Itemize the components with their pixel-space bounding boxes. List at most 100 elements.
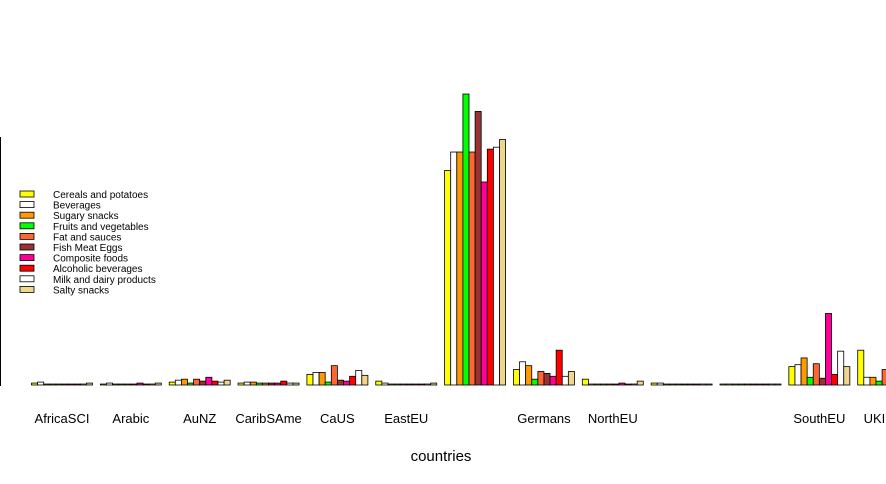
- bar-Germans-composite-foods: [549, 375, 557, 386]
- bar-CaUS-sugary-snacks: [318, 372, 326, 386]
- legend-label: Beverages: [53, 201, 101, 212]
- legend-label: Milk and dairy products: [53, 275, 156, 286]
- bar-group10-fruits-and-vegetables: [737, 383, 745, 386]
- bar-UKIRSC-fat-and-sauces: [881, 369, 886, 386]
- legend-label: Composite foods: [53, 254, 128, 265]
- bars: [31, 93, 886, 386]
- bar-UKIRSC-fruits-and-vegetables: [875, 380, 883, 386]
- x-tick-label: AfricaSCI: [35, 411, 90, 426]
- bar-group9-cereals-and-potatoes: [650, 382, 658, 386]
- x-tick-labels: AfricaSCI Arabic AuNZ CaribSAme CaUS EastEU Ge…: [35, 411, 886, 426]
- bar-AuNZ-beverages: [174, 379, 182, 386]
- legend-label: Sugary snacks: [53, 211, 119, 222]
- bar-CaribSAme-composite-foods: [274, 382, 282, 386]
- bar-SouthEU-composite-foods: [825, 313, 832, 386]
- legend-label: Salty snacks: [53, 285, 109, 296]
- bar-NorthEU-fat-and-sauces: [606, 383, 614, 386]
- bar-group6-fish-meat-eggs: [474, 111, 482, 386]
- bar-group10-cereals-and-potatoes: [719, 383, 727, 386]
- bar-CaribSAme-milk-and-dairy-products: [286, 382, 294, 386]
- bar-group6-composite-foods: [480, 181, 488, 386]
- bar-CaUS-fruits-and-vegetables: [324, 381, 332, 386]
- bar-NorthEU-cereals-and-potatoes: [581, 378, 589, 386]
- bar-group10-alcoholic-beverages: [762, 383, 770, 386]
- bar-SouthEU-salty-snacks: [843, 366, 851, 386]
- bar-EastEU-alcoholic-beverages: [418, 383, 425, 386]
- bar-NorthEU-sugary-snacks: [594, 383, 601, 386]
- bar-group10-beverages: [725, 383, 733, 386]
- bar-group9-fruits-and-vegetables: [669, 383, 676, 386]
- bar-group9-composite-foods: [687, 383, 695, 386]
- bar-Germans-milk-and-dairy-products: [561, 375, 569, 386]
- bar-group10-sugary-snacks: [731, 383, 739, 386]
- bar-AuNZ-milk-and-dairy-products: [217, 381, 225, 386]
- bar-CaUS-alcoholic-beverages: [349, 375, 357, 386]
- bar-UKIRSC-sugary-snacks: [869, 376, 877, 386]
- bar-NorthEU-composite-foods: [618, 382, 626, 386]
- bar-NorthEU-salty-snacks: [636, 380, 644, 386]
- bar-Arabic-alcoholic-beverages: [142, 383, 150, 386]
- legend-swatch: [19, 275, 35, 283]
- x-tick-label: AuNZ: [183, 411, 216, 426]
- bar-CaUS-cereals-and-potatoes: [306, 373, 314, 386]
- bar-SouthEU-fish-meat-eggs: [818, 377, 826, 386]
- bar-CaUS-fish-meat-eggs: [336, 379, 344, 386]
- bar-group9-salty-snacks: [705, 383, 713, 386]
- bar-group6-fruits-and-vegetables: [462, 93, 470, 386]
- bar-AuNZ-cereals-and-potatoes: [168, 381, 176, 386]
- bar-group10-fat-and-sauces: [744, 383, 751, 386]
- x-tick-label: CaribSAme: [235, 411, 301, 426]
- bar-Germans-alcoholic-beverages: [555, 349, 563, 386]
- bar-Arabic-composite-foods: [136, 382, 144, 386]
- bar-Arabic-cereals-and-potatoes: [99, 383, 107, 386]
- bar-SouthEU-milk-and-dairy-products: [837, 350, 845, 386]
- bar-NorthEU-beverages: [588, 383, 595, 386]
- bar-CaribSAme-salty-snacks: [292, 382, 300, 386]
- bar-Germans-cereals-and-potatoes: [513, 369, 520, 386]
- bar-CaUS-composite-foods: [343, 380, 350, 386]
- legend-swatch: [19, 201, 35, 209]
- bar-group10-salty-snacks: [774, 383, 782, 386]
- bar-AfricaSCI-composite-foods: [67, 383, 75, 386]
- legend-swatch: [19, 222, 35, 230]
- bar-CaribSAme-beverages: [243, 381, 251, 386]
- x-tick-label: Arabic: [112, 411, 149, 426]
- bar-group6-cereals-and-potatoes: [444, 169, 452, 386]
- bar-group6-sugary-snacks: [456, 151, 464, 386]
- bar-EastEU-cereals-and-potatoes: [375, 380, 383, 386]
- bar-CaribSAme-sugary-snacks: [249, 381, 257, 386]
- x-tick-label: Germans: [517, 411, 571, 426]
- bar-Arabic-beverages: [106, 382, 113, 386]
- bar-group9-fat-and-sauces: [675, 383, 683, 386]
- bar-AfricaSCI-milk-and-dairy-products: [79, 383, 87, 386]
- bar-EastEU-fish-meat-eggs: [405, 383, 413, 386]
- bar-group6-beverages: [450, 151, 458, 386]
- x-tick-label: UKIRSC: [864, 411, 886, 426]
- legend-swatch: [19, 264, 35, 272]
- x-axis-title: countries: [411, 448, 472, 465]
- bar-EastEU-milk-and-dairy-products: [424, 383, 432, 386]
- legend-label: Cereals and potatoes: [53, 190, 148, 201]
- legend-swatch: [19, 211, 35, 219]
- bar-Arabic-sugary-snacks: [112, 383, 120, 386]
- legend-swatch: [19, 254, 35, 262]
- bar-CaUS-beverages: [312, 372, 320, 386]
- legend-swatch: [19, 285, 35, 293]
- bar-Germans-fish-meat-eggs: [543, 372, 551, 386]
- bar-group10-fish-meat-eggs: [750, 383, 757, 386]
- bar-SouthEU-sugary-snacks: [800, 357, 808, 386]
- bar-EastEU-beverages: [381, 382, 389, 386]
- bar-group6-fat-and-sauces: [468, 151, 476, 386]
- bar-Arabic-salty-snacks: [154, 382, 162, 386]
- bar-CaribSAme-fat-and-sauces: [262, 382, 269, 386]
- bar-CaribSAme-cereals-and-potatoes: [237, 382, 245, 386]
- bar-group10-composite-foods: [756, 383, 764, 386]
- bar-Arabic-fish-meat-eggs: [130, 383, 138, 386]
- bar-EastEU-fat-and-sauces: [399, 383, 407, 386]
- bar-group6-salty-snacks: [499, 139, 506, 386]
- x-tick-label: SouthEU: [793, 411, 845, 426]
- bar-AfricaSCI-salty-snacks: [86, 382, 93, 386]
- legend-label: Alcoholic beverages: [53, 264, 143, 275]
- bar-Germans-sugary-snacks: [525, 365, 533, 386]
